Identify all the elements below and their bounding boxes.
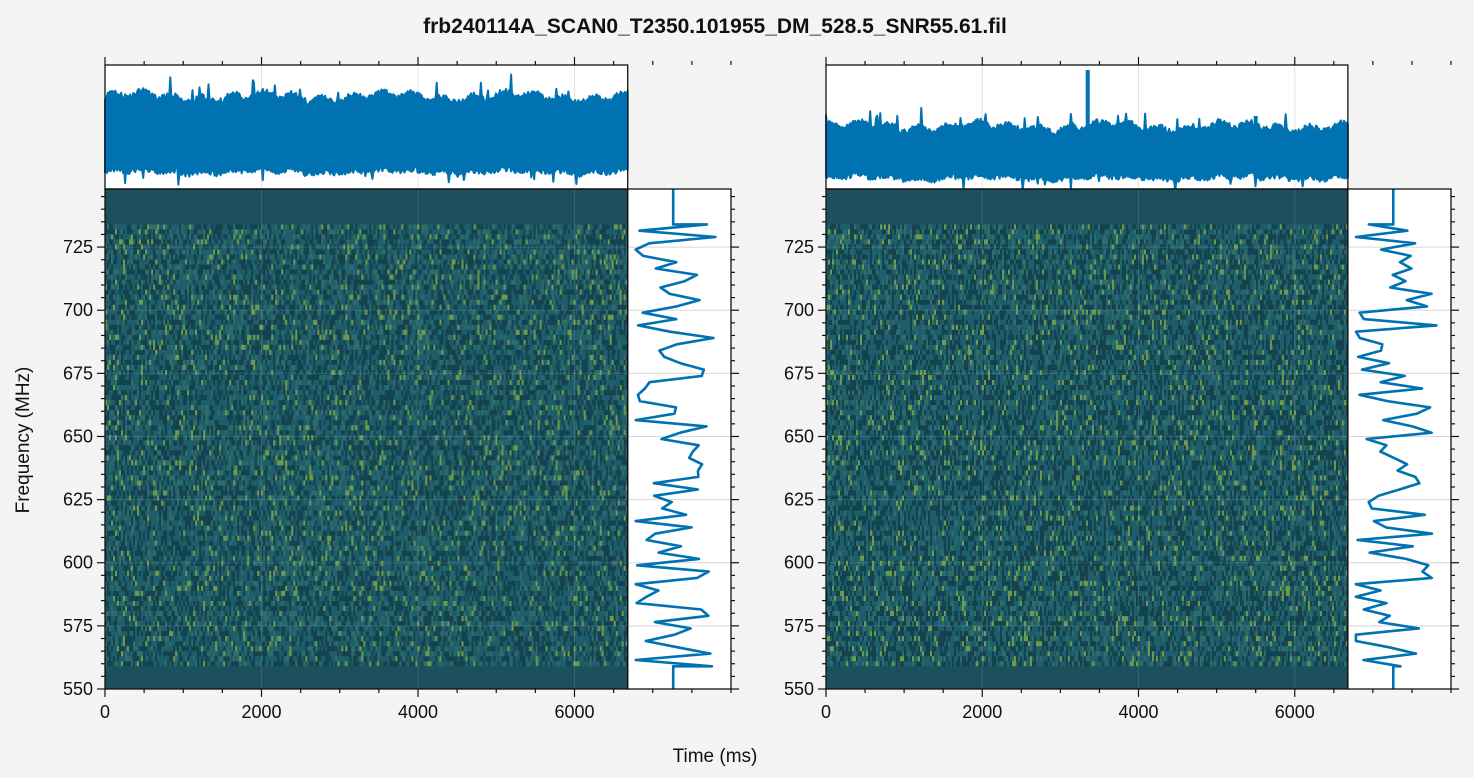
x-tick-label: 0 — [100, 702, 110, 722]
heatmap-high-intensity-pixels — [105, 224, 628, 667]
y-tick-label: 575 — [784, 616, 814, 636]
heatmap-frame — [104, 188, 629, 690]
masked-frequency-band — [826, 666, 1348, 689]
y-tick-label: 600 — [63, 553, 93, 573]
y-tick-label: 625 — [63, 490, 93, 510]
x-tick-label: 0 — [821, 702, 831, 722]
y-tick-label: 550 — [63, 679, 93, 699]
y-tick-label: 725 — [784, 237, 814, 257]
heatmap-high-intensity-pixels — [826, 224, 1348, 667]
y-tick-label: 650 — [63, 426, 93, 446]
spectrum-panel-background — [627, 189, 731, 689]
x-tick-label: 2000 — [962, 702, 1002, 722]
y-tick-label: 700 — [784, 300, 814, 320]
x-tick-label: 6000 — [1275, 702, 1315, 722]
y-tick-label: 600 — [784, 553, 814, 573]
x-tick-label: 2000 — [241, 702, 281, 722]
figure-title: frb240114A_SCAN0_T2350.101955_DM_528.5_S… — [423, 15, 1007, 38]
right-panel: 0 2000 4000 6000 550 575 600 625 650 675 700 725 — [784, 57, 1459, 722]
masked-frequency-band — [105, 666, 628, 689]
x-tick-label: 6000 — [554, 702, 594, 722]
heatmap-mid-intensity-pixels — [826, 224, 1348, 667]
y-tick-label: 650 — [784, 426, 814, 446]
dynamic-spectrum-heatmap — [826, 189, 1348, 689]
heatmap-low-intensity-pixels — [105, 224, 628, 667]
left-panel: 0 2000 4000 6000 550 575 600 625 650 675 700 725 — [63, 57, 739, 722]
y-tick-label: 725 — [63, 237, 93, 257]
y-tick-label: 575 — [63, 616, 93, 636]
y-tick-label: 625 — [784, 490, 814, 510]
dynamic-spectrum-heatmap — [105, 189, 628, 689]
x-tick-label: 4000 — [1118, 702, 1158, 722]
x-tick-label: 4000 — [398, 702, 438, 722]
y-tick-label: 700 — [63, 300, 93, 320]
frequency-spectrum-line — [1354, 189, 1438, 689]
frequency-spectrum-line — [634, 189, 717, 689]
masked-frequency-band — [105, 189, 628, 225]
heatmap-frame — [825, 188, 1349, 690]
shared-y-axis-label: Frequency (MHz) — [13, 367, 34, 514]
heatmap-low-intensity-pixels — [826, 224, 1348, 667]
spectrum-panel-background — [1347, 189, 1451, 689]
y-tick-label: 675 — [784, 363, 814, 383]
masked-frequency-band — [826, 189, 1348, 225]
y-tick-label: 550 — [784, 679, 814, 699]
shared-x-axis-label: Time (ms) — [673, 746, 758, 767]
y-tick-label: 675 — [63, 363, 93, 383]
